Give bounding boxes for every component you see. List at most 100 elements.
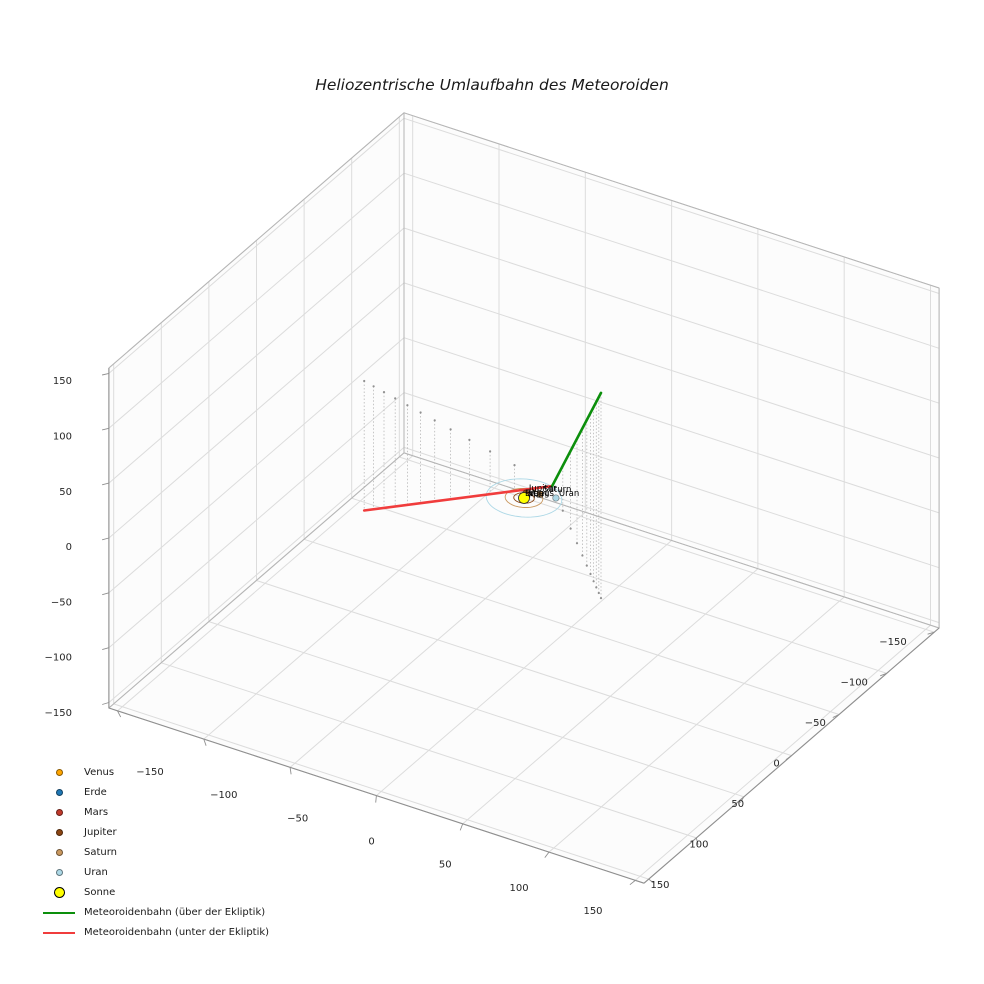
legend-label: Jupiter [84, 827, 117, 838]
line-sample-icon [43, 911, 75, 914]
stem-dot [382, 391, 386, 394]
stem-dot [372, 385, 375, 388]
legend-item-meteoroidenbahn-ueber: Meteoroidenbahn (über der Ekliptik) [40, 906, 269, 919]
grid-lines [108, 115, 940, 881]
planets [518, 489, 560, 504]
legend-marker-mars-dot [40, 809, 78, 816]
dot-marker-icon [55, 769, 63, 776]
legend-label: Meteoroidenbahn (über der Ekliptik) [84, 907, 266, 918]
stem-dot [575, 542, 579, 545]
legend-marker-saturn-dot [40, 849, 78, 856]
legend-marker-jupiter-dot [40, 829, 78, 836]
legend-marker-sonne-dot [40, 887, 78, 898]
legend-item-mars: Mars [40, 806, 269, 819]
stem-dot [468, 438, 471, 441]
legend-label: Mars [84, 807, 109, 818]
z-tick-label: 150 [53, 376, 72, 387]
stem-dot [592, 580, 595, 583]
stem-dot [419, 411, 422, 414]
stem-dot [569, 527, 572, 530]
x-tick-label: −100 [210, 790, 237, 801]
planet-marker-saturn [536, 490, 544, 498]
stem-dot [589, 572, 592, 576]
planet-label-jupiter: Jupiter [528, 484, 557, 494]
stem-dot [363, 379, 366, 383]
legend-item-uran: Uran [40, 866, 269, 879]
line-sample-icon [43, 931, 75, 934]
legend-label: Erde [84, 787, 107, 798]
y-tick-label: −50 [805, 718, 826, 729]
planet-label-erde: Erde [525, 489, 544, 499]
y-tick-label: 100 [689, 840, 708, 851]
stem-dot [561, 509, 564, 512]
stem-dot [489, 450, 492, 453]
legend-label: Saturn [84, 847, 118, 858]
x-tick-label: 100 [510, 883, 529, 894]
legend-marker-venus-dot [40, 769, 78, 776]
z-tick-label: −150 [45, 708, 72, 719]
stem-lines [363, 379, 603, 600]
legend-item-jupiter: Jupiter [40, 826, 269, 839]
stem-dot [406, 404, 409, 407]
y-tick-label: 0 [773, 759, 779, 770]
planet-label-uran: Uran [559, 489, 579, 499]
planet-marker-uran [552, 494, 560, 502]
x-tick-label: −50 [287, 813, 308, 824]
planet-label-saturn: Saturn [543, 485, 571, 495]
z-tick-label: −100 [45, 653, 72, 664]
legend-item-erde: Erde [40, 786, 269, 799]
stem-dot [433, 419, 436, 422]
legend: Venus Erde Mars Jupiter Saturn Uran Sonne Meteo… [40, 766, 269, 939]
orbit-uran [485, 478, 563, 518]
trajectory-below-ecliptic [362, 484, 554, 512]
dot-marker-icon [55, 829, 63, 836]
legend-item-meteoroidenbahn-unter: Meteoroidenbahn (unter der Ekliptik) [40, 926, 269, 939]
z-tick-label: −50 [51, 597, 72, 608]
dot-marker-icon [53, 887, 65, 898]
legend-item-venus: Venus [40, 766, 269, 779]
y-tick-label: −150 [879, 637, 906, 648]
tick-labels: −150 −100 −50 0 50 100 150 −150 −100 −50 0 50 100 150… [45, 372, 935, 917]
chart-title: Heliozentrische Umlaufbahn des Meteoroid… [315, 76, 669, 94]
legend-label: Sonne [84, 887, 116, 898]
stem-dot [597, 591, 600, 595]
dot-marker-icon [55, 849, 63, 856]
legend-label: Uran [84, 867, 108, 878]
y-tick-label: 150 [650, 880, 669, 891]
sun-marker [518, 492, 530, 504]
x-tick-label: −150 [136, 767, 163, 778]
x-tick-label: 0 [368, 837, 374, 848]
legend-marker-meteoroidenbahn-ueber-line [40, 911, 78, 914]
planet-label-venus: Venus [528, 489, 554, 499]
legend-marker-meteoroidenbahn-unter-line [40, 931, 78, 934]
x-tick-label: 50 [439, 860, 452, 871]
dot-marker-icon [55, 869, 63, 876]
axes-edges [108, 112, 940, 884]
dot-marker-icon [55, 789, 63, 796]
stem-dot [595, 586, 598, 589]
z-tick-label: 0 [66, 542, 72, 553]
y-tick-label: −100 [840, 678, 867, 689]
legend-marker-uran-dot [40, 869, 78, 876]
z-tick-label: 100 [53, 432, 72, 443]
stem-dot [599, 597, 603, 600]
legend-item-saturn: Saturn [40, 846, 269, 859]
stem-dot [449, 428, 452, 431]
stem-dot [394, 397, 397, 400]
planet-label-mars: Mars [529, 490, 550, 500]
legend-label: Venus [84, 767, 115, 778]
dot-marker-icon [55, 809, 63, 816]
y-tick-label: 50 [731, 799, 744, 810]
x-tick-label: 150 [583, 906, 602, 917]
meteoroid-trajectory [362, 391, 603, 512]
legend-label: Meteoroidenbahn (unter der Ekliptik) [84, 927, 270, 938]
legend-item-sonne: Sonne [40, 886, 269, 899]
stem-dot [513, 464, 516, 467]
stem-dot [585, 564, 588, 567]
z-tick-label: 50 [59, 487, 72, 498]
trajectory-above-ecliptic [550, 391, 603, 488]
legend-marker-erde-dot [40, 789, 78, 796]
